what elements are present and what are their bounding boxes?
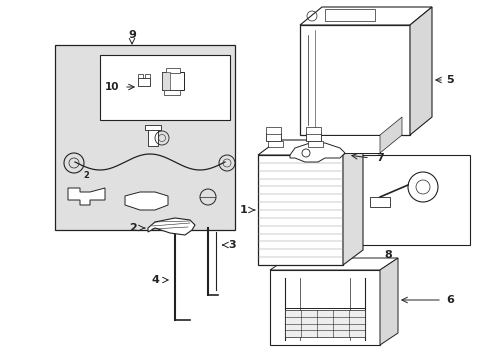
Polygon shape	[148, 218, 195, 235]
Text: 5: 5	[445, 75, 453, 85]
Polygon shape	[342, 140, 362, 265]
Bar	[100, 55, 229, 120]
Text: 9: 9	[128, 30, 136, 40]
Bar	[319, 135, 379, 153]
Bar	[162, 72, 183, 90]
Bar	[285, 310, 364, 337]
Bar	[305, 133, 320, 141]
Polygon shape	[269, 258, 397, 270]
Text: 8: 8	[384, 250, 391, 260]
Polygon shape	[299, 7, 431, 25]
Bar	[163, 90, 180, 95]
Polygon shape	[409, 7, 431, 135]
Text: 6: 6	[445, 295, 453, 305]
Bar	[269, 270, 379, 345]
Polygon shape	[68, 188, 105, 205]
Bar	[305, 127, 320, 134]
Polygon shape	[125, 192, 168, 210]
Bar	[307, 141, 323, 147]
Bar	[138, 74, 142, 78]
Bar	[55, 45, 235, 230]
Text: 4: 4	[151, 275, 159, 285]
Bar	[165, 68, 180, 73]
Bar	[299, 25, 409, 135]
Bar	[145, 125, 161, 130]
Text: 2: 2	[83, 171, 89, 180]
Text: 3: 3	[228, 240, 235, 250]
Polygon shape	[379, 258, 397, 345]
Text: 2: 2	[129, 223, 137, 233]
Bar	[138, 78, 150, 86]
Text: 1: 1	[240, 205, 247, 215]
Polygon shape	[258, 140, 362, 155]
Bar	[265, 127, 281, 134]
Polygon shape	[379, 117, 401, 153]
Bar	[369, 197, 389, 207]
Text: 10: 10	[104, 82, 119, 92]
Bar	[162, 72, 170, 90]
Bar	[265, 133, 281, 141]
Text: 7: 7	[375, 153, 383, 163]
Bar	[148, 128, 158, 146]
Bar	[359, 155, 469, 245]
Bar	[325, 9, 374, 21]
Bar	[267, 141, 283, 147]
Polygon shape	[289, 143, 345, 162]
Bar	[145, 74, 150, 78]
Bar	[258, 155, 342, 265]
